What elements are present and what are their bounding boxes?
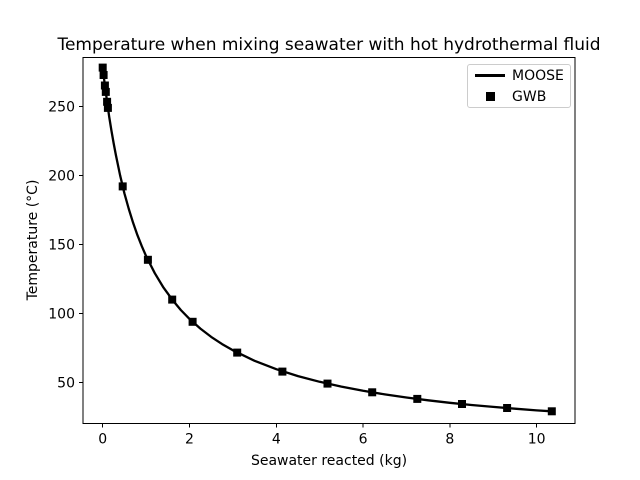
y-tick-label: 50: [57, 375, 75, 391]
gwb-marker: [101, 87, 110, 96]
gwb-marker: [413, 394, 422, 403]
gwb-marker: [99, 71, 108, 79]
gwb-marker: [458, 400, 466, 408]
gwb-marker: [118, 182, 127, 191]
moose-line: [101, 66, 553, 413]
x-tick-label: 0: [98, 432, 107, 448]
gwb-marker: [143, 255, 152, 264]
gwb-marker: [98, 63, 107, 72]
gwb-marker: [547, 407, 556, 416]
gwb-marker: [503, 404, 512, 412]
gwb-square-swatch: [474, 92, 506, 101]
x-tick-label: 2: [185, 432, 194, 448]
gwb-marker: [368, 388, 377, 397]
y-tick-label: 100: [48, 306, 75, 322]
x-tick-label: 8: [445, 432, 454, 448]
square-marker-icon: [485, 92, 495, 101]
y-tick-label: 250: [48, 99, 75, 115]
moose-line-swatch: [474, 74, 506, 77]
gwb-marker: [168, 295, 177, 304]
legend-label-moose: MOOSE: [512, 67, 564, 84]
x-tick-label: 4: [272, 432, 281, 448]
gwb-marker: [278, 367, 287, 376]
x-tick-label: 10: [528, 432, 546, 448]
gwb-marker: [233, 348, 242, 357]
legend-label-gwb: GWB: [512, 88, 547, 105]
gwb-marker: [100, 81, 109, 90]
chart-title: Temperature when mixing seawater with ho…: [57, 35, 601, 55]
legend-item-moose: MOOSE: [468, 67, 570, 84]
gwb-marker: [188, 317, 197, 326]
gwb-marker: [323, 379, 332, 388]
y-tick-label: 150: [48, 237, 75, 253]
axes-spines: [82, 57, 576, 424]
line-sample-icon: [475, 74, 505, 77]
gwb-marker: [103, 103, 112, 112]
x-tick-label: 6: [359, 432, 368, 448]
y-tick-label: 200: [48, 168, 75, 184]
y-axis-label: Temperature (°C): [25, 179, 41, 301]
legend: MOOSE GWB: [467, 64, 571, 108]
gwb-marker: [103, 97, 112, 106]
x-axis-label: Seawater reacted (kg): [250, 453, 408, 469]
legend-item-gwb: GWB: [468, 88, 570, 105]
